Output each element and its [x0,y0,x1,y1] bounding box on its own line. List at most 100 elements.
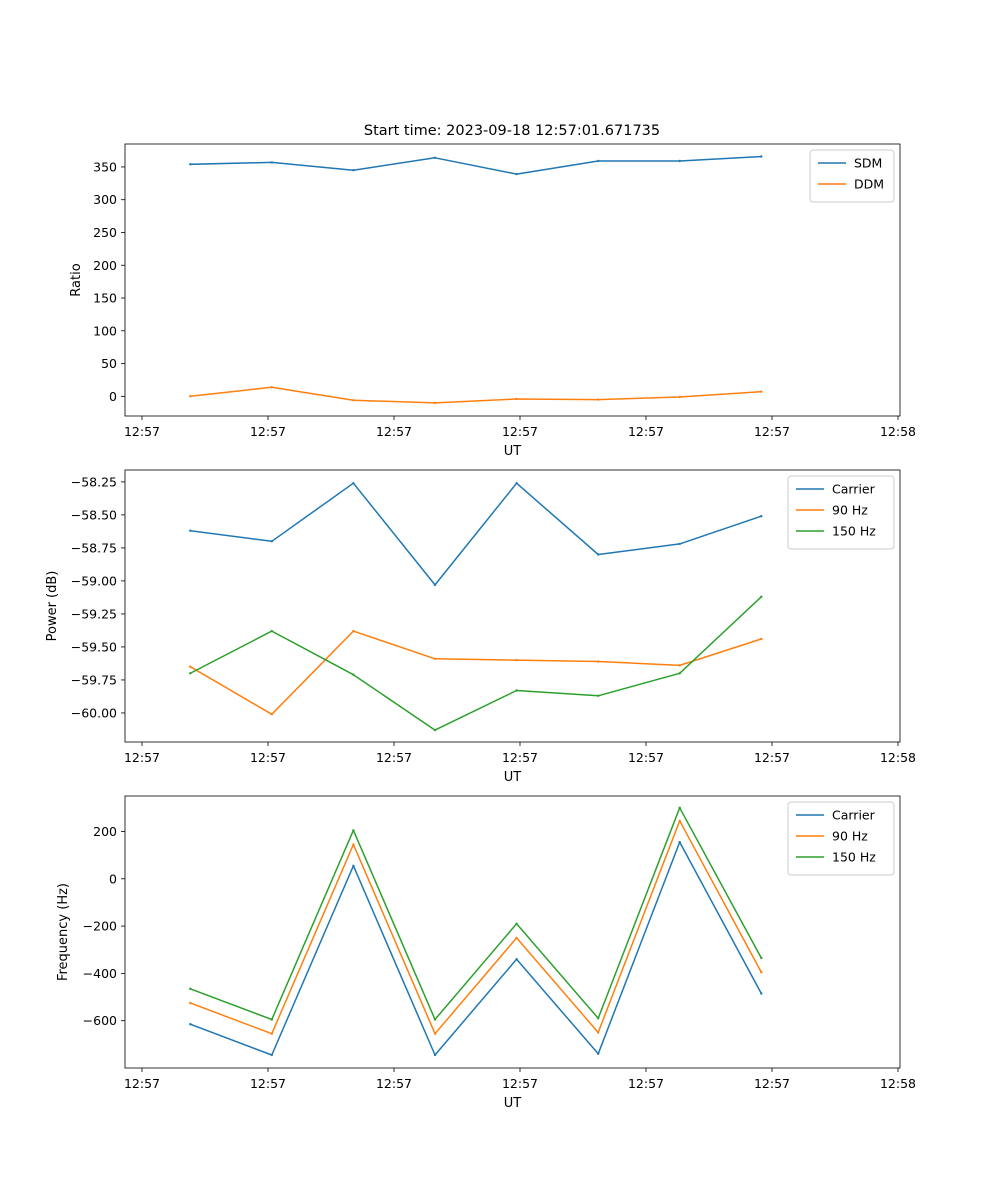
x-tick-label: 12:57 [376,1076,412,1091]
legend-label: 150 Hz [832,850,876,865]
y-tick-label: −200 [83,919,117,934]
legend-label: Carrier [832,808,876,823]
y-tick-label: −59.25 [71,606,117,621]
axes-frame [124,143,901,417]
y-axis-label: Ratio [69,263,84,296]
data-point [678,159,681,163]
data-point [270,1053,273,1057]
x-tick-label: 12:57 [628,424,664,439]
chart-panel-3: 12:57 12:57 12:57 12:57 12:57 12:57 12:58 −600 −… [56,795,916,1111]
data-point [270,161,273,164]
data-point [515,689,518,692]
data-point [270,713,273,716]
x-tick-label: 12:57 [250,424,286,439]
y-axis-label: Power (dB) [45,571,60,642]
data-point [678,806,681,809]
legend-label: Carrier [832,482,876,497]
data-point [760,155,763,158]
x-axis-label: UT [504,1096,522,1111]
x-tick-label: 12:57 [754,424,790,439]
data-point [352,169,355,172]
data-point [515,397,518,401]
data-point [760,971,763,974]
series-line-carrier [189,482,763,586]
x-tick-label: 12:57 [124,750,160,765]
data-point [760,637,763,641]
x-tick-label: 12:58 [880,1076,916,1091]
y-tick-label: 0 [109,871,117,886]
legend: SDM DDM [809,149,895,203]
x-tick-label: 12:57 [250,750,286,765]
axes-frame [124,795,901,1069]
series-line-ddm [189,386,763,404]
x-tick-label: 12:57 [502,1076,538,1091]
x-tick-label: 12:57 [250,1076,286,1091]
data-point [760,992,763,995]
data-point [515,482,518,485]
data-point [515,958,518,961]
data-point [189,163,192,166]
x-axis-label: UT [504,770,522,785]
chart-title: Start time: 2023-09-18 12:57:01.671735 [364,123,660,139]
legend-label: SDM [854,156,882,171]
data-point [189,665,192,668]
series-line-sdm [189,155,763,175]
y-tick-label: −59.50 [71,639,117,654]
x-tick-label: 12:57 [502,424,538,439]
x-axis-label: UT [504,444,522,459]
x-tick-label: 12:57 [376,424,412,439]
y-tick-label: 150 [93,291,117,306]
data-point [515,922,518,925]
chart-panel-2: 12:57 12:57 12:57 12:57 12:57 12:57 12:58 −60.0… [45,469,916,785]
y-tick-label: 250 [93,225,117,240]
data-point [433,1032,437,1035]
data-point [189,1001,192,1005]
y-tick-label: 200 [93,824,117,839]
legend: Carrier 90 Hz 150 Hz [787,801,895,876]
x-tick-label: 12:58 [880,424,916,439]
data-point [433,583,437,587]
data-point [189,672,192,675]
data-point [433,728,437,732]
data-point [678,395,681,399]
y-tick-label: 300 [93,192,117,207]
x-tick-label: 12:57 [754,1076,790,1091]
data-point [597,1017,600,1020]
data-point [678,664,681,667]
axes-frame [124,469,901,743]
data-point [760,390,763,393]
data-point [189,395,192,398]
data-point [270,1018,273,1021]
data-point [515,658,518,662]
data-point [352,629,355,633]
y-tick-label: 100 [93,323,117,338]
y-tick-label: 350 [93,159,117,174]
data-point [433,1053,437,1057]
data-point [189,1022,192,1026]
data-point [352,843,355,846]
series-line-90-hz [189,630,763,716]
legend-label: 150 Hz [832,524,876,539]
data-point [433,401,437,405]
data-point [597,1052,600,1056]
data-point [352,673,355,676]
x-tick-label: 12:57 [628,750,664,765]
y-axis-label: Frequency (Hz) [56,883,71,981]
legend-label: 90 Hz [832,503,868,518]
series-line-90-hz [189,820,763,1035]
y-tick-label: 0 [109,389,117,404]
series-line-carrier [189,841,763,1056]
series-line-150-hz [189,595,763,731]
y-tick-label: −58.50 [71,507,117,522]
data-point [760,515,763,518]
data-point [678,672,681,675]
y-tick-label: −58.75 [71,540,117,555]
data-point [352,482,355,485]
data-point [189,987,192,990]
data-point [352,864,355,867]
data-point [270,1032,273,1035]
y-tick-label: −58.25 [71,474,117,489]
x-tick-label: 12:57 [754,750,790,765]
legend: Carrier 90 Hz 150 Hz [787,475,895,550]
